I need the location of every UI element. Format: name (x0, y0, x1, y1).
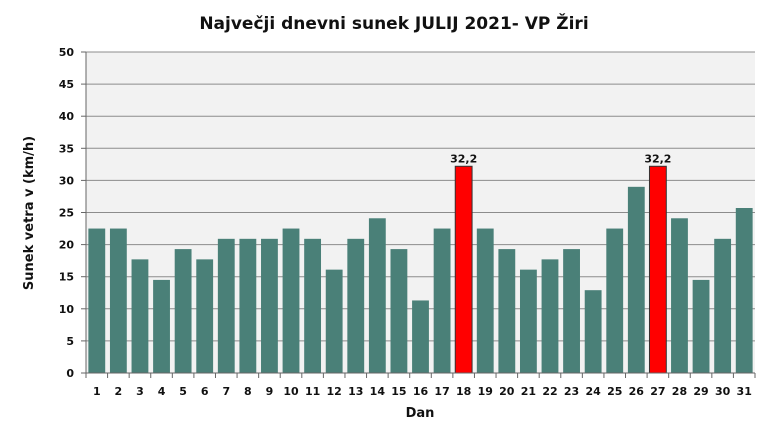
x-tick-label: 2 (115, 385, 123, 398)
x-tick-label: 8 (244, 385, 252, 398)
bar (563, 249, 580, 373)
x-tick-label: 7 (222, 385, 230, 398)
bar (282, 228, 300, 373)
bar (347, 238, 365, 373)
y-tick-label: 45 (59, 78, 74, 91)
bar (196, 259, 214, 373)
x-tick-label: 16 (413, 385, 429, 398)
x-tick-label: 19 (478, 385, 493, 398)
bar (390, 249, 408, 373)
x-axis-label: Dan (406, 406, 435, 421)
y-tick-label: 15 (59, 271, 74, 284)
axes (81, 51, 756, 378)
bar (304, 238, 322, 373)
x-tick-label: 29 (693, 385, 708, 398)
bar (433, 228, 451, 373)
bar (131, 259, 149, 373)
y-axis-label: Sunek vetra v (km/h) (22, 136, 37, 290)
bar (541, 259, 559, 373)
x-tick-label: 30 (715, 385, 731, 398)
bar (606, 228, 624, 373)
x-tick-label: 28 (672, 385, 687, 398)
x-tick-label: 6 (201, 385, 209, 398)
x-tick-label: 20 (499, 385, 515, 398)
x-tick-label: 18 (456, 385, 471, 398)
x-tick-label: 5 (179, 385, 187, 398)
y-tick-label: 0 (66, 367, 74, 380)
bar (476, 228, 494, 373)
x-tick-label: 1 (93, 385, 101, 398)
bar (153, 279, 170, 373)
bar-highlighted (454, 165, 473, 374)
bar-highlighted (648, 165, 667, 374)
bar (412, 300, 429, 373)
bar (368, 218, 386, 373)
x-tick-label: 25 (607, 385, 622, 398)
bar (627, 186, 645, 373)
bar (109, 228, 127, 373)
y-tick-label: 20 (59, 239, 75, 252)
x-tick-label: 11 (305, 385, 320, 398)
bar (261, 238, 278, 373)
x-tick-label: 23 (564, 385, 579, 398)
bar (671, 218, 688, 373)
bar (325, 269, 343, 373)
data-label: 32,2 (450, 152, 477, 165)
x-tick-label: 17 (434, 385, 449, 398)
x-tick-label: 21 (521, 385, 536, 398)
x-tick-label: 15 (391, 385, 406, 398)
x-tick-label: 9 (266, 385, 274, 398)
bar (498, 249, 516, 373)
y-tick-label: 35 (59, 142, 74, 155)
data-label: 32,2 (644, 152, 671, 165)
x-tick-label: 31 (737, 385, 752, 398)
bar (735, 208, 753, 373)
data-labels: 32,2 32,2 (450, 152, 671, 165)
bar (217, 238, 235, 373)
bar (584, 290, 602, 373)
bars (88, 165, 753, 374)
y-tick-label: 40 (59, 110, 75, 123)
y-tick-label: 10 (59, 303, 75, 316)
x-tick-label: 27 (650, 385, 665, 398)
y-tick-label: 50 (59, 46, 75, 59)
x-tick-label: 22 (542, 385, 557, 398)
bar (88, 228, 106, 373)
y-tick-label: 5 (66, 335, 74, 348)
bar (692, 279, 710, 373)
chart-title: Največji dnevni sunek JULIJ 2021- VP Žir… (199, 12, 588, 34)
bar (519, 269, 537, 373)
y-tick-label: 25 (59, 207, 74, 220)
y-tick-label: 30 (59, 174, 75, 187)
x-tick-label: 14 (370, 385, 386, 398)
bar (174, 249, 192, 373)
x-tick-label: 24 (585, 385, 601, 398)
x-tick-label: 4 (158, 385, 166, 398)
bar (239, 238, 257, 373)
x-tick-label: 12 (327, 385, 342, 398)
x-tick-label: 10 (283, 385, 299, 398)
x-tick-label: 26 (629, 385, 645, 398)
x-tick-label: 13 (348, 385, 363, 398)
x-tick-label: 3 (136, 385, 144, 398)
bar (714, 238, 732, 373)
